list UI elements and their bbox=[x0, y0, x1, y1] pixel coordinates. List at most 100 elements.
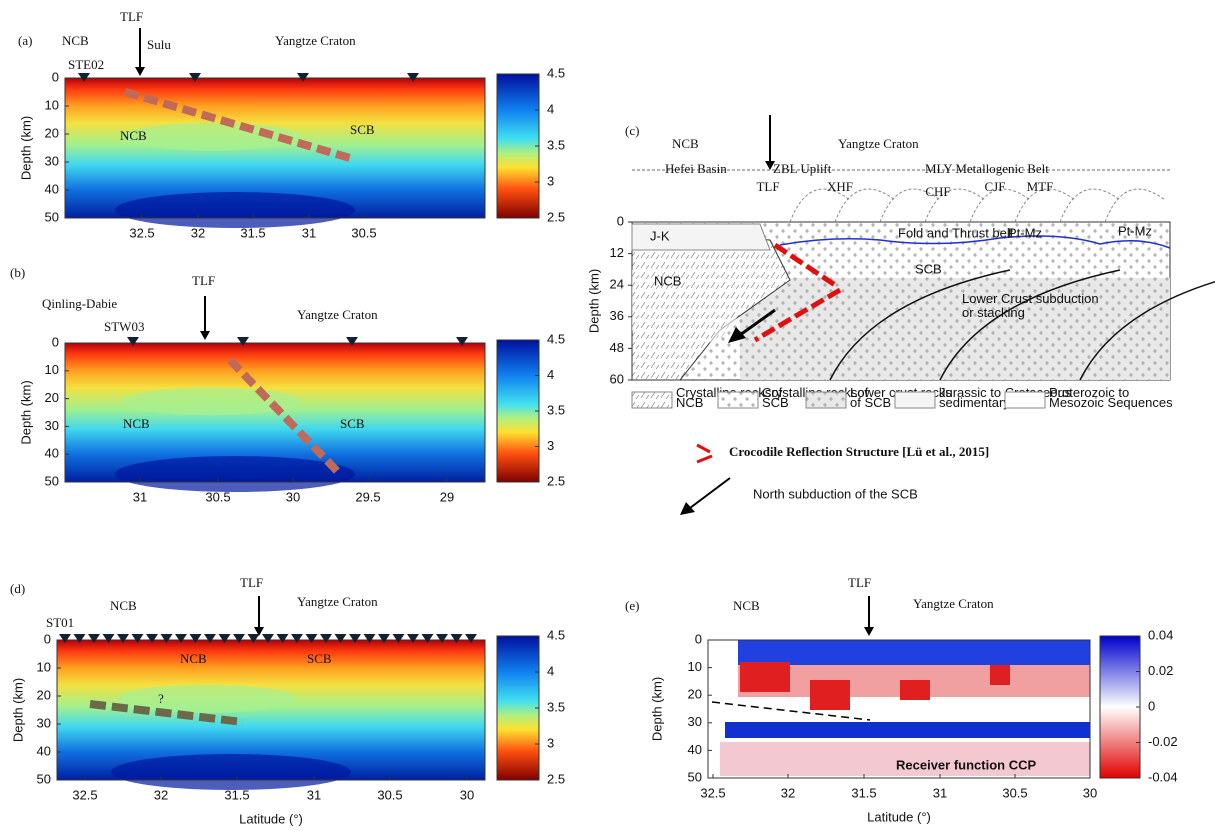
y-axis-label: Depth (km) bbox=[18, 116, 33, 180]
ccp-anomaly bbox=[810, 680, 850, 710]
block-label: NCB bbox=[110, 598, 137, 613]
station-marker bbox=[59, 634, 71, 643]
region-label: NCB bbox=[654, 273, 681, 288]
x-axis-label: Latitude (°) bbox=[867, 809, 931, 824]
x-tick-label: 32 bbox=[191, 225, 205, 240]
station-marker bbox=[233, 634, 245, 643]
y-tick-label: 30 bbox=[688, 714, 702, 729]
y-tick-label: 20 bbox=[37, 687, 51, 702]
fault-label: TLF bbox=[848, 575, 871, 590]
y-tick-label: 10 bbox=[688, 659, 702, 674]
x-tick-label: 30 bbox=[460, 787, 474, 802]
arrow-head bbox=[680, 502, 695, 515]
x-tick-label: 29 bbox=[440, 489, 454, 504]
x-tick-label: 30.5 bbox=[205, 489, 230, 504]
colorbar-tick-label: 0 bbox=[1148, 698, 1155, 713]
panel-label: (d) bbox=[10, 581, 25, 596]
x-tick-label: 30 bbox=[286, 489, 300, 504]
legend-swatch bbox=[1004, 391, 1046, 409]
interpreted-boundary bbox=[89, 700, 244, 726]
colorbar-tick-label: 0.02 bbox=[1148, 663, 1173, 678]
y-tick-label: 20 bbox=[688, 687, 702, 702]
station-marker bbox=[276, 634, 289, 643]
y-axis-label: Depth (km) bbox=[649, 677, 664, 741]
fold-arc bbox=[879, 188, 941, 223]
station-marker bbox=[320, 634, 332, 643]
y-tick-label: 0 bbox=[617, 213, 624, 228]
fault-label: TLF bbox=[240, 575, 263, 590]
station-marker bbox=[247, 634, 260, 643]
colorbar-tick-label: 3 bbox=[547, 735, 554, 750]
ccp-anomaly bbox=[990, 665, 1010, 685]
x-tick-label: 30.5 bbox=[377, 787, 402, 802]
x-tick-label: 32.5 bbox=[72, 787, 97, 802]
velocity-anomaly bbox=[122, 387, 302, 416]
block-label: NCB bbox=[733, 598, 760, 613]
station-marker bbox=[305, 634, 318, 643]
legend-swatch bbox=[631, 391, 673, 409]
y-tick-label: 30 bbox=[45, 153, 59, 168]
x-axis-label: Latitude (°) bbox=[239, 811, 303, 826]
x-tick-label: 31 bbox=[307, 787, 321, 802]
ccp-anomaly bbox=[740, 662, 790, 692]
block-label: NCB bbox=[672, 136, 699, 151]
legend-swatch bbox=[894, 391, 936, 409]
legend-crocodile bbox=[696, 454, 713, 464]
colorbar bbox=[496, 73, 540, 219]
y-tick-label: 0 bbox=[52, 334, 59, 349]
velocity-anomaly bbox=[115, 456, 355, 492]
fold-arc bbox=[1059, 188, 1121, 223]
y-tick-label: 40 bbox=[45, 181, 59, 196]
arrow-head bbox=[254, 627, 264, 636]
station-marker bbox=[363, 634, 376, 643]
y-tick-label: 40 bbox=[688, 742, 702, 757]
x-tick-label: 31.5 bbox=[240, 225, 265, 240]
x-tick-label: 32.5 bbox=[700, 785, 725, 800]
station-marker bbox=[189, 73, 201, 82]
x-tick-label: 31 bbox=[302, 225, 316, 240]
arrow-head bbox=[135, 67, 145, 76]
colorbar bbox=[496, 339, 540, 483]
region-label: SCB bbox=[340, 416, 365, 431]
colorbar-tick-label: 4.5 bbox=[547, 627, 565, 642]
fault-label: TLF bbox=[756, 179, 779, 194]
panel-label: (e) bbox=[625, 598, 639, 613]
panel-label: (b) bbox=[10, 265, 25, 280]
ccp-band bbox=[725, 722, 1090, 738]
station-marker bbox=[392, 634, 405, 643]
colorbar-tick-label: 3.5 bbox=[547, 402, 565, 417]
fold-arc bbox=[1014, 188, 1076, 223]
interpreted-boundary bbox=[711, 701, 871, 721]
y-tick-label: 48 bbox=[610, 340, 624, 355]
station-marker bbox=[127, 337, 139, 346]
station-marker bbox=[378, 634, 390, 643]
x-tick-label: 30.5 bbox=[1002, 785, 1027, 800]
y-tick-label: 50 bbox=[45, 473, 59, 488]
station-marker bbox=[131, 634, 144, 643]
station-marker bbox=[407, 73, 419, 82]
unit-label: Pt-Mz bbox=[1118, 223, 1152, 238]
legend-label: Proterozoic to Mesozoic Sequences bbox=[1049, 385, 1173, 410]
station-marker bbox=[73, 634, 86, 643]
fold-line bbox=[779, 235, 1171, 249]
station-marker bbox=[456, 337, 468, 346]
y-axis-label: Depth (km) bbox=[18, 380, 33, 444]
y-tick-label: 36 bbox=[610, 308, 624, 323]
region-label: SCB bbox=[307, 651, 332, 666]
velocity-anomaly bbox=[122, 122, 302, 151]
interpreted-boundary bbox=[227, 357, 341, 475]
colorbar-tick-label: 4.5 bbox=[547, 331, 565, 346]
station-marker bbox=[346, 337, 358, 346]
slab-line bbox=[1079, 281, 1215, 381]
question-mark: ? bbox=[158, 691, 164, 706]
x-tick-label: 32.5 bbox=[129, 225, 154, 240]
ccp-band bbox=[720, 742, 1090, 776]
station-marker bbox=[291, 634, 303, 643]
station-marker bbox=[297, 73, 309, 82]
y-axis-label: Depth (km) bbox=[10, 678, 25, 742]
colorbar-tick-label: 2.5 bbox=[547, 473, 565, 488]
station-marker bbox=[334, 634, 347, 643]
block-label: Yangtze Craton bbox=[297, 594, 378, 609]
colorbar-tick-label: 3.5 bbox=[547, 699, 565, 714]
